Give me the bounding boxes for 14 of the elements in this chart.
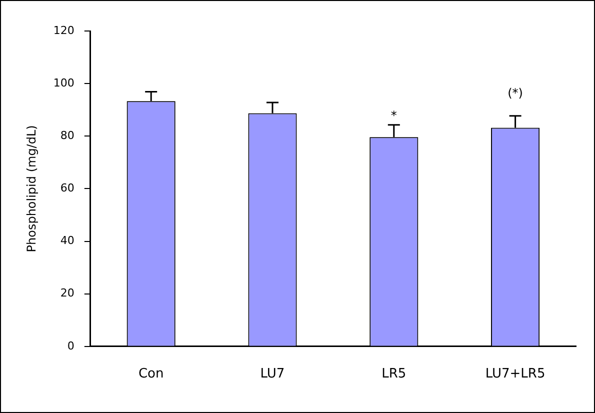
x-tick-label: LU7 [260, 366, 285, 382]
y-tick-label: 40 [60, 234, 74, 248]
y-tick-label: 60 [60, 182, 74, 195]
x-tick-label: LR5 [382, 366, 406, 382]
y-tick-label: 80 [60, 128, 74, 142]
y-tick-label: 20 [60, 286, 74, 300]
y-tick-label: 120 [53, 24, 74, 37]
annotation: (*) [508, 86, 523, 100]
y-tick-label: 100 [53, 76, 74, 90]
annotation: * [390, 108, 397, 122]
x-tick-label: Con [138, 366, 164, 382]
y-tick-label: 0 [67, 339, 74, 352]
y-axis-title: Phospholipid (mg/dL) [24, 125, 38, 252]
x-tick-label: LU7+LR5 [485, 366, 546, 382]
